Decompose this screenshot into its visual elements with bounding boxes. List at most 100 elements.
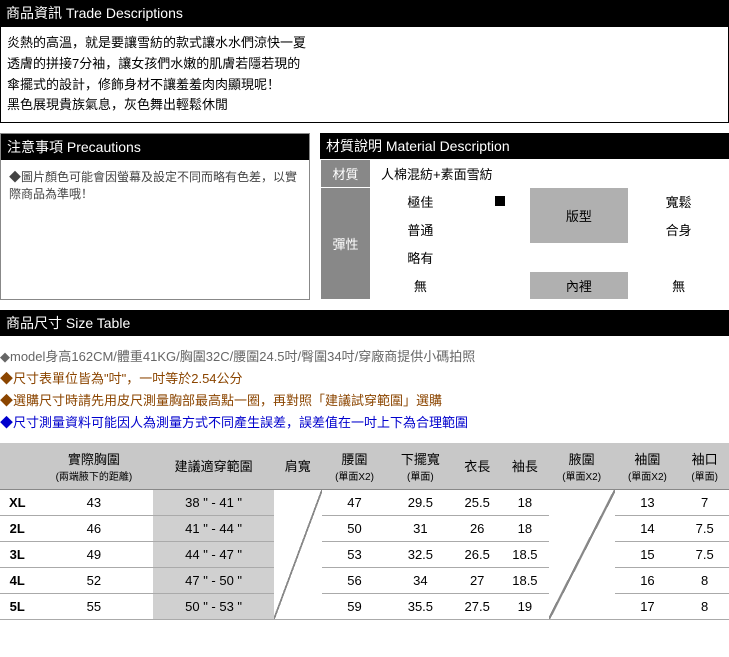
size-row: 5L5550 " - 53 " 5935.527.519 178 [0, 593, 729, 619]
size-note: ◆尺寸表單位皆為"吋"，一吋等於2.54公分 [0, 368, 729, 390]
size-cell: 38 " - 41 " [153, 489, 274, 515]
trade-header: 商品資訊 Trade Descriptions [0, 0, 729, 26]
size-header-row: 實際胸圍(兩端腋下的距離)建議適穿範圍肩寬腰圍(單面X2)下擺寬(單面)衣長袖長… [0, 443, 729, 490]
size-note: ◆尺寸測量資料可能因人為測量方式不同產生誤差，誤差值在一吋上下為合理範圍 [0, 412, 729, 434]
material-section: 材質說明 Material Description 材質 人棉混紡+素面雪紡 彈… [320, 133, 729, 300]
elastic-marker [470, 188, 529, 216]
size-cell: 35.5 [387, 593, 453, 619]
size-cell: 34 [387, 567, 453, 593]
size-row: 3L4944 " - 47 " 5332.526.518.5 157.5 [0, 541, 729, 567]
size-table: 實際胸圍(兩端腋下的距離)建議適穿範圍肩寬腰圍(單面X2)下擺寬(單面)衣長袖長… [0, 443, 729, 620]
size-cell: 18 [501, 515, 549, 541]
size-col-header: 肩寬 [274, 443, 322, 490]
size-cell: 46 [35, 515, 154, 541]
fit-option: 合身 [629, 216, 729, 244]
size-cell: 26.5 [453, 541, 501, 567]
material-value: 人棉混紡+素面雪紡 [371, 160, 729, 188]
lining-value: 無 [629, 272, 729, 300]
precautions-section: 注意事項 Precautions ◆圖片顏色可能會因螢幕及設定不同而略有色差，以… [0, 133, 310, 300]
size-cell: 19 [501, 593, 549, 619]
size-cell: 27.5 [453, 593, 501, 619]
size-cell [549, 489, 615, 619]
size-note: ◆model身高162CM/體重41KG/胸圍32C/腰圍24.5吋/臀圍34吋… [0, 346, 729, 368]
size-cell: 50 [322, 515, 388, 541]
empty-cell [529, 244, 728, 272]
size-cell: 2L [0, 515, 35, 541]
fit-option: 寬鬆 [629, 188, 729, 216]
size-cell: 59 [322, 593, 388, 619]
size-cell: 18.5 [501, 541, 549, 567]
size-header: 商品尺寸 Size Table [0, 310, 729, 336]
material-table: 材質 人棉混紡+素面雪紡 彈性 極佳 版型 寬鬆 普通 合身 略有 無 [320, 159, 729, 300]
elastic-label: 彈性 [321, 188, 371, 300]
elastic-option: 極佳 [371, 188, 471, 216]
material-label: 材質 [321, 160, 371, 188]
elastic-marker [470, 216, 529, 244]
elastic-marker [470, 272, 529, 300]
size-col-header: 衣長 [453, 443, 501, 490]
size-cell: 7.5 [680, 541, 729, 567]
size-cell: 5L [0, 593, 35, 619]
size-cell: 27 [453, 567, 501, 593]
size-col-header: 腋圍(單面X2) [549, 443, 615, 490]
size-cell: 16 [615, 567, 681, 593]
trade-section: 商品資訊 Trade Descriptions 炎熱的高溫，就是要讓雪紡的款式讓… [0, 0, 729, 123]
elastic-option: 普通 [371, 216, 471, 244]
size-col-header: 袖口(單面) [680, 443, 729, 490]
elastic-option: 略有 [371, 244, 471, 272]
trade-line: 傘擺式的設計，修飾身材不讓羞羞肉肉顯現呢！ [7, 75, 722, 96]
trade-line: 黑色展現貴族氣息，灰色舞出輕鬆休閒 [7, 95, 722, 116]
size-cell: 47 [322, 489, 388, 515]
elastic-marker [470, 244, 529, 272]
size-cell: 3L [0, 541, 35, 567]
size-cell: XL [0, 489, 35, 515]
size-cell: 41 " - 44 " [153, 515, 274, 541]
lining-label: 內裡 [529, 272, 629, 300]
selected-icon [495, 196, 505, 206]
size-col-header: 建議適穿範圍 [153, 443, 274, 490]
size-cell: 47 " - 50 " [153, 567, 274, 593]
size-body: XL4338 " - 41 " 4729.525.518 137 2L4641 " -… [0, 489, 729, 619]
size-cell [274, 489, 322, 619]
size-cell: 29.5 [387, 489, 453, 515]
size-cell: 14 [615, 515, 681, 541]
elastic-option: 無 [371, 272, 471, 300]
size-cell: 13 [615, 489, 681, 515]
material-header: 材質說明 Material Description [320, 133, 729, 159]
size-cell: 53 [322, 541, 388, 567]
size-cell: 43 [35, 489, 154, 515]
size-col-header: 下擺寬(單面) [387, 443, 453, 490]
size-cell: 31 [387, 515, 453, 541]
size-col-header: 袖圍(單面X2) [615, 443, 681, 490]
mid-row: 注意事項 Precautions ◆圖片顏色可能會因螢幕及設定不同而略有色差，以… [0, 133, 729, 300]
size-col-header: 腰圍(單面X2) [322, 443, 388, 490]
size-cell: 49 [35, 541, 154, 567]
size-cell: 26 [453, 515, 501, 541]
size-cell: 52 [35, 567, 154, 593]
size-col-header: 袖長 [501, 443, 549, 490]
size-cell: 25.5 [453, 489, 501, 515]
size-row: 2L4641 " - 44 "50312618147.5 [0, 515, 729, 541]
precautions-header: 注意事項 Precautions [1, 134, 309, 160]
size-cell: 15 [615, 541, 681, 567]
trade-body: 炎熱的高溫，就是要讓雪紡的款式讓水水們涼快一夏 透膚的拼接7分袖，讓女孩們水嫩的… [0, 26, 729, 123]
size-cell: 8 [680, 567, 729, 593]
size-cell: 8 [680, 593, 729, 619]
size-cell: 50 " - 53 " [153, 593, 274, 619]
size-cell: 56 [322, 567, 388, 593]
size-section: 商品尺寸 Size Table ◆model身高162CM/體重41KG/胸圍3… [0, 310, 729, 619]
size-row: XL4338 " - 41 " 4729.525.518 137 [0, 489, 729, 515]
size-cell: 44 " - 47 " [153, 541, 274, 567]
size-col-header [0, 443, 35, 490]
size-cell: 4L [0, 567, 35, 593]
size-cell: 32.5 [387, 541, 453, 567]
size-cell: 7 [680, 489, 729, 515]
trade-line: 炎熱的高溫，就是要讓雪紡的款式讓水水們涼快一夏 [7, 33, 722, 54]
size-row: 4L5247 " - 50 " 56342718.5 168 [0, 567, 729, 593]
size-cell: 17 [615, 593, 681, 619]
fit-label: 版型 [529, 188, 629, 244]
size-cell: 55 [35, 593, 154, 619]
size-cell: 18.5 [501, 567, 549, 593]
size-cell: 18 [501, 489, 549, 515]
size-col-header: 實際胸圍(兩端腋下的距離) [35, 443, 154, 490]
